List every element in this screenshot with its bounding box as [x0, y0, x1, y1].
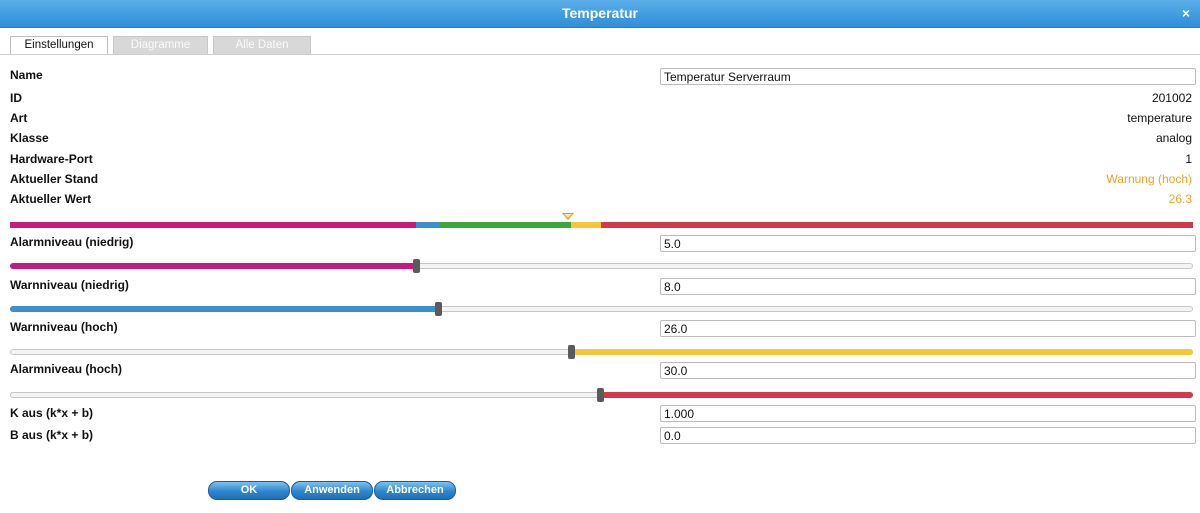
tab-divider — [0, 54, 1200, 55]
normal-segment — [439, 222, 571, 228]
alarm-high-slider-handle[interactable] — [597, 388, 604, 402]
warn-low-slider[interactable] — [10, 306, 1193, 312]
alarm-low-segment — [10, 222, 416, 228]
warn-low-field[interactable] — [660, 278, 1196, 295]
alarm-high-slider-fill — [602, 392, 1193, 398]
warn-low-label: Warnniveau (niedrig) — [10, 278, 129, 292]
range-overview-bar — [10, 222, 1193, 228]
warn-high-slider-fill — [572, 349, 1193, 355]
tab-einstellungen[interactable]: Einstellungen — [10, 36, 108, 55]
id-value: 201002 — [1151, 91, 1192, 105]
warn-low-slider-handle[interactable] — [435, 302, 442, 316]
window-title: Temperatur — [562, 5, 638, 21]
apply-button[interactable]: Anwenden — [291, 481, 373, 500]
hardware-port-value: 1 — [1185, 152, 1192, 166]
alarm-low-field[interactable] — [660, 235, 1196, 252]
aktueller-stand-label: Aktueller Stand — [10, 172, 99, 186]
art-label: Art — [10, 111, 28, 125]
warn-high-label: Warnniveau (hoch) — [10, 320, 118, 334]
klasse-label: Klasse — [10, 131, 49, 145]
window-titlebar: Temperatur × — [0, 0, 1200, 28]
warn-high-segment — [571, 222, 601, 228]
name-label: Name — [10, 68, 43, 82]
b-field[interactable] — [660, 427, 1196, 444]
aktueller-wert-label: Aktueller Wert — [10, 192, 92, 206]
current-value-indicator-icon — [562, 213, 574, 220]
k-label: K aus (k*x + b) — [10, 406, 94, 420]
tab-diagramme[interactable]: Diagramme — [113, 36, 208, 54]
alarm-low-label: Alarmniveau (niedrig) — [10, 235, 134, 249]
alarm-high-field[interactable] — [660, 362, 1196, 379]
aktueller-stand-value: Warnung (hoch) — [1106, 172, 1192, 186]
alarm-low-slider-handle[interactable] — [413, 259, 420, 273]
indicator-highlight — [564, 214, 572, 218]
alarm-low-slider[interactable] — [10, 263, 1193, 269]
hardware-port-label: Hardware-Port — [10, 152, 93, 166]
alarm-low-slider-fill — [10, 263, 418, 269]
cancel-button[interactable]: Abbrechen — [374, 481, 456, 500]
warn-low-slider-fill — [10, 306, 440, 312]
close-icon[interactable]: × — [1181, 5, 1190, 21]
tab-alle-daten[interactable]: Alle Daten — [213, 36, 311, 54]
warn-high-slider[interactable] — [10, 349, 1193, 355]
warn-high-slider-handle[interactable] — [568, 345, 575, 359]
b-label: B aus (k*x + b) — [10, 428, 94, 442]
aktueller-wert-value: 26.3 — [1168, 192, 1192, 206]
alarm-high-segment — [601, 222, 1193, 228]
warn-high-field[interactable] — [660, 320, 1196, 337]
ok-button[interactable]: OK — [208, 481, 290, 500]
warn-low-segment — [416, 222, 439, 228]
art-value: temperature — [1127, 111, 1192, 125]
alarm-high-label: Alarmniveau (hoch) — [10, 362, 123, 376]
name-field[interactable] — [660, 68, 1196, 85]
klasse-value: analog — [1155, 131, 1192, 145]
k-field[interactable] — [660, 405, 1196, 422]
id-label: ID — [10, 91, 22, 105]
